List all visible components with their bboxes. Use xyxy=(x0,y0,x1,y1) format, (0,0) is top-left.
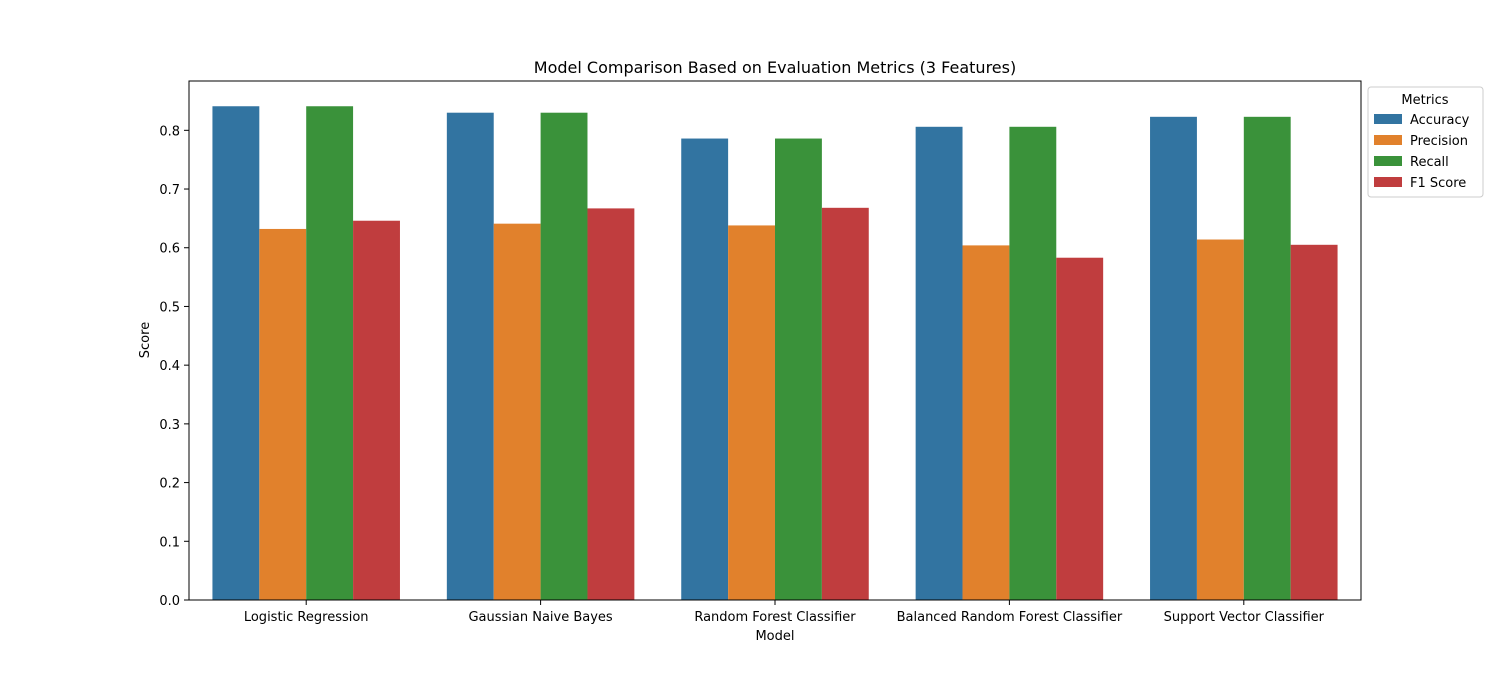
bar-accuracy-3 xyxy=(915,126,963,600)
bar-precision-4 xyxy=(1196,239,1244,600)
x-tick-label: Balanced Random Forest Classifier xyxy=(897,610,1123,625)
y-axis-title: Score xyxy=(138,322,153,358)
bar-f1-score-3 xyxy=(1056,257,1104,600)
bar-f1-score-0 xyxy=(353,220,400,601)
legend-label: Recall xyxy=(1410,155,1449,170)
legend-title: Metrics xyxy=(1401,93,1448,108)
bar-recall-0 xyxy=(306,106,354,600)
bar-recall-1 xyxy=(540,112,588,600)
x-tick-label: Support Vector Classifier xyxy=(1164,610,1325,625)
bar-accuracy-1 xyxy=(446,112,494,600)
x-axis: Logistic Regression Gaussian Naive Bayes R… xyxy=(244,600,1325,625)
bar-f1-score-2 xyxy=(821,207,869,600)
legend-swatch-accuracy xyxy=(1374,114,1402,124)
bar-f1-score-4 xyxy=(1290,244,1338,601)
legend-swatch-f1-score xyxy=(1374,177,1402,187)
legend-label: Precision xyxy=(1410,134,1468,149)
chart-title: Model Comparison Based on Evaluation Met… xyxy=(534,58,1016,77)
legend-swatch-precision xyxy=(1374,135,1402,145)
legend-swatch-recall xyxy=(1374,156,1402,166)
legend-label: Accuracy xyxy=(1410,113,1470,128)
bar-accuracy-4 xyxy=(1150,116,1197,600)
bar-accuracy-0 xyxy=(212,106,260,600)
bar-recall-2 xyxy=(775,138,822,601)
y-tick-label: 0.3 xyxy=(159,418,180,433)
x-tick-label: Logistic Regression xyxy=(244,610,369,625)
bar-precision-0 xyxy=(259,228,307,600)
y-tick-label: 0.1 xyxy=(159,535,180,550)
x-tick-label: Random Forest Classifier xyxy=(694,610,856,625)
legend-label: F1 Score xyxy=(1410,176,1466,191)
bar-recall-4 xyxy=(1243,116,1291,600)
bar-accuracy-2 xyxy=(681,138,729,601)
y-tick-label: 0.4 xyxy=(159,359,180,374)
bar-f1-score-1 xyxy=(587,208,635,600)
y-tick-label: 0.0 xyxy=(159,594,180,609)
y-tick-label: 0.7 xyxy=(159,183,180,198)
y-tick-label: 0.6 xyxy=(159,242,180,257)
bar-precision-1 xyxy=(493,223,541,601)
y-tick-label: 0.8 xyxy=(159,124,180,139)
bar-precision-3 xyxy=(962,245,1010,600)
y-axis: 0.0 0.1 0.2 0.3 0.4 0.5 0.6 0.7 0.8 xyxy=(159,124,189,609)
x-axis-title: Model xyxy=(755,629,794,644)
y-tick-label: 0.2 xyxy=(159,477,180,492)
bar-recall-3 xyxy=(1009,126,1057,600)
legend: Metrics Accuracy Precision Recall F1 Score xyxy=(1367,86,1484,198)
x-tick-label: Gaussian Naive Bayes xyxy=(468,610,612,625)
y-tick-label: 0.5 xyxy=(159,300,180,315)
bars-group xyxy=(212,106,1338,601)
bar-precision-2 xyxy=(728,225,775,600)
